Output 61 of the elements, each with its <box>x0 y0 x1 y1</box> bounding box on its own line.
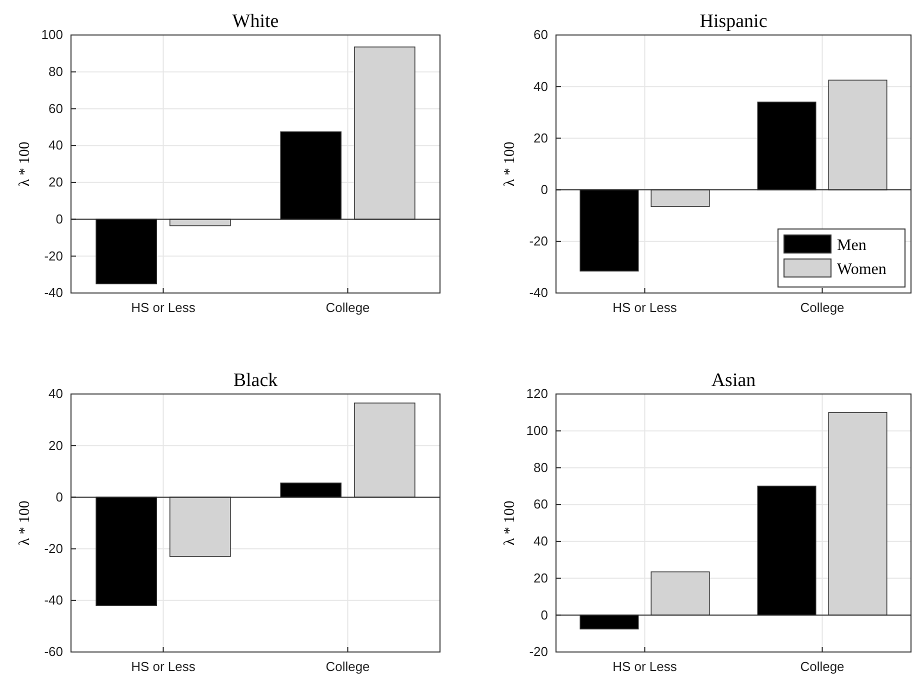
chart-title: White <box>232 11 279 32</box>
y-tick-label: 80 <box>48 64 63 80</box>
y-tick-label: -20 <box>44 248 63 264</box>
y-tick-label: -60 <box>44 644 63 660</box>
legend-label: Women <box>837 261 886 278</box>
chart-title: Hispanic <box>700 11 768 32</box>
y-tick-label: 60 <box>534 496 548 512</box>
y-tick-label: -40 <box>529 285 548 300</box>
y-tick-label: 80 <box>534 460 548 475</box>
y-tick-label: -40 <box>44 285 63 300</box>
y-tick-label: 0 <box>56 489 63 504</box>
y-axis-title: λ * 100 <box>502 142 518 186</box>
y-tick-label: 40 <box>48 138 63 153</box>
bar <box>354 46 416 220</box>
y-tick-label: 0 <box>540 607 548 622</box>
x-tick-label: College <box>326 300 370 316</box>
y-tick-label: -20 <box>529 644 548 660</box>
chart-title: Asian <box>711 370 756 391</box>
bar <box>280 482 342 498</box>
bar <box>828 412 888 616</box>
bar <box>280 131 342 220</box>
x-tick-label: College <box>800 300 844 316</box>
y-axis-title: λ * 100 <box>17 142 33 186</box>
x-tick-label: HS or Less <box>612 300 678 316</box>
bar <box>169 496 231 557</box>
y-tick-label: 60 <box>534 27 548 42</box>
bar <box>580 614 639 630</box>
bar <box>757 486 816 616</box>
y-axis-title: λ * 100 <box>502 500 518 546</box>
y-tick-label: 20 <box>534 570 548 586</box>
chart-title: Black <box>233 370 278 391</box>
y-tick-label: 40 <box>534 78 548 94</box>
bar <box>580 189 639 272</box>
y-tick-label: -20 <box>529 234 548 249</box>
x-tick-label: College <box>800 659 844 674</box>
y-tick-label: 40 <box>534 534 548 549</box>
y-tick-label: 60 <box>48 100 63 116</box>
bar <box>354 402 416 498</box>
y-tick-label: 20 <box>48 438 63 453</box>
bar <box>828 80 888 190</box>
y-tick-label: 0 <box>56 211 63 226</box>
bar <box>96 218 158 284</box>
y-tick-label: 120 <box>526 386 548 402</box>
bar <box>757 102 816 190</box>
y-tick-label: 40 <box>48 386 63 402</box>
y-tick-label: 20 <box>48 174 63 190</box>
y-tick-label: 100 <box>526 423 548 438</box>
bar <box>650 571 710 616</box>
y-tick-label: 0 <box>540 182 548 197</box>
y-tick-label: -40 <box>44 592 63 608</box>
legend-label: Men <box>837 237 866 254</box>
y-tick-label: 20 <box>534 130 548 146</box>
x-tick-label: HS or Less <box>131 300 196 316</box>
bar <box>650 189 710 207</box>
x-tick-label: HS or Less <box>131 659 196 674</box>
y-tick-label: -20 <box>44 540 63 556</box>
y-axis-title: λ * 100 <box>17 500 33 546</box>
x-tick-label: College <box>326 659 370 674</box>
bar <box>96 496 158 606</box>
x-tick-label: HS or Less <box>612 659 678 674</box>
y-tick-label: 100 <box>41 27 63 42</box>
